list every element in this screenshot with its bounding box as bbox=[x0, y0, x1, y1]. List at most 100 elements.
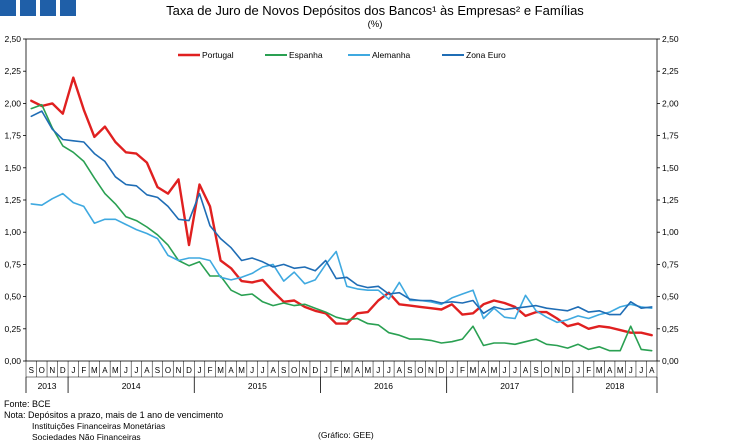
y-tick-label-right: 2,00 bbox=[662, 98, 679, 108]
x-tick-label: N bbox=[554, 366, 560, 375]
y-tick-label-left: 2,00 bbox=[4, 98, 21, 108]
x-tick-label: A bbox=[144, 366, 150, 375]
legend-label: Alemanha bbox=[372, 50, 411, 60]
x-tick-label: A bbox=[270, 366, 276, 375]
x-tick-label: J bbox=[629, 366, 633, 375]
x-tick-label: F bbox=[334, 366, 339, 375]
x-tick-label: D bbox=[312, 366, 318, 375]
x-tick-label: O bbox=[417, 366, 423, 375]
x-tick-label: J bbox=[576, 366, 580, 375]
x-tick-label: S bbox=[281, 366, 286, 375]
x-tick-label: N bbox=[49, 366, 55, 375]
x-tick-label: F bbox=[208, 366, 213, 375]
deposit-note: Nota: Depósitos a prazo, mais de 1 ano d… bbox=[4, 410, 224, 420]
y-tick-label-right: 0,25 bbox=[662, 324, 679, 334]
x-tick-label: D bbox=[60, 366, 66, 375]
x-tick-label: O bbox=[543, 366, 549, 375]
x-tick-label: A bbox=[355, 366, 361, 375]
x-tick-label: J bbox=[261, 366, 265, 375]
x-tick-label: J bbox=[250, 366, 254, 375]
x-tick-label: F bbox=[460, 366, 465, 375]
x-tick-label: S bbox=[533, 366, 538, 375]
x-tick-label: N bbox=[302, 366, 308, 375]
x-tick-label: J bbox=[376, 366, 380, 375]
x-tick-label: J bbox=[71, 366, 75, 375]
x-tick-label: S bbox=[407, 366, 412, 375]
x-tick-label: M bbox=[91, 366, 98, 375]
x-tick-label: M bbox=[112, 366, 119, 375]
x-tick-label: M bbox=[617, 366, 624, 375]
x-tick-label: A bbox=[649, 366, 655, 375]
year-label: 2013 bbox=[38, 381, 57, 391]
y-tick-label-right: 0,00 bbox=[662, 356, 679, 366]
x-tick-label: J bbox=[198, 366, 202, 375]
x-tick-label: D bbox=[439, 366, 445, 375]
series-line-espanha bbox=[30, 103, 653, 352]
year-label: 2015 bbox=[248, 381, 267, 391]
y-tick-label-left: 0,25 bbox=[4, 324, 21, 334]
brand-square bbox=[40, 0, 56, 16]
x-tick-label: O bbox=[291, 366, 297, 375]
y-tick-label-right: 0,50 bbox=[662, 292, 679, 302]
x-tick-label: N bbox=[428, 366, 434, 375]
x-tick-label: J bbox=[513, 366, 517, 375]
y-tick-label-right: 1,50 bbox=[662, 163, 679, 173]
x-tick-label: O bbox=[39, 366, 45, 375]
legend-label: Portugal bbox=[202, 50, 234, 60]
x-tick-label: A bbox=[228, 366, 234, 375]
y-tick-label-right: 0,75 bbox=[662, 259, 679, 269]
brand-square bbox=[20, 0, 36, 16]
plot-frame bbox=[25, 38, 658, 362]
x-tick-label: S bbox=[155, 366, 160, 375]
x-tick-label: D bbox=[565, 366, 571, 375]
x-tick-label: J bbox=[639, 366, 643, 375]
x-tick-label: A bbox=[481, 366, 487, 375]
y-tick-label-left: 1,25 bbox=[4, 195, 21, 205]
y-tick-label-left: 1,75 bbox=[4, 131, 21, 141]
x-tick-label: M bbox=[470, 366, 477, 375]
x-tick-label: J bbox=[134, 366, 138, 375]
chart-credit: (Gráfico: GEE) bbox=[318, 430, 374, 440]
x-tick-label: J bbox=[450, 366, 454, 375]
y-tick-label-right: 2,25 bbox=[662, 66, 679, 76]
brand-logo bbox=[0, 0, 76, 16]
x-tick-label: M bbox=[364, 366, 371, 375]
year-label: 2016 bbox=[374, 381, 393, 391]
y-tick-label-left: 1,00 bbox=[4, 227, 21, 237]
x-tick-label: N bbox=[176, 366, 182, 375]
x-tick-label: A bbox=[397, 366, 403, 375]
y-tick-label-left: 0,00 bbox=[4, 356, 21, 366]
x-tick-label: J bbox=[324, 366, 328, 375]
x-tick-label: M bbox=[217, 366, 224, 375]
legend-label: Zona Euro bbox=[466, 50, 506, 60]
line-chart: 0,00 0,00 0,25 0,25 0,50 0,50 0,75 0,75 1,00 1,00… bbox=[4, 34, 679, 393]
year-label: 2018 bbox=[605, 381, 624, 391]
x-tick-label: J bbox=[503, 366, 507, 375]
y-tick-label-left: 2,50 bbox=[4, 34, 21, 44]
x-tick-label: A bbox=[523, 366, 529, 375]
y-tick-label-left: 2,25 bbox=[4, 66, 21, 76]
brand-square bbox=[0, 0, 16, 16]
x-tick-label: F bbox=[586, 366, 591, 375]
y-tick-label-right: 2,50 bbox=[662, 34, 679, 44]
x-tick-label: M bbox=[491, 366, 498, 375]
source-note: Fonte: BCE bbox=[4, 399, 51, 409]
x-tick-label: D bbox=[186, 366, 192, 375]
x-tick-label: M bbox=[343, 366, 350, 375]
y-tick-label-left: 0,75 bbox=[4, 259, 21, 269]
series-line-zona-euro bbox=[30, 110, 653, 316]
y-tick-label-right: 1,00 bbox=[662, 227, 679, 237]
x-tick-label: J bbox=[387, 366, 391, 375]
x-tick-label: S bbox=[29, 366, 34, 375]
brand-square bbox=[60, 0, 76, 16]
x-tick-label: M bbox=[238, 366, 245, 375]
year-label: 2017 bbox=[500, 381, 519, 391]
legend-label: Espanha bbox=[289, 50, 323, 60]
x-tick-label: A bbox=[607, 366, 613, 375]
x-tick-label: J bbox=[124, 366, 128, 375]
footnote-1: Instituições Financeiras Monetárias bbox=[32, 421, 166, 431]
x-tick-label: O bbox=[165, 366, 171, 375]
chart-title: Taxa de Juro de Novos Depósitos dos Banc… bbox=[166, 3, 584, 18]
series-line-alemanha bbox=[30, 192, 653, 324]
chart-unit: (%) bbox=[367, 19, 383, 30]
